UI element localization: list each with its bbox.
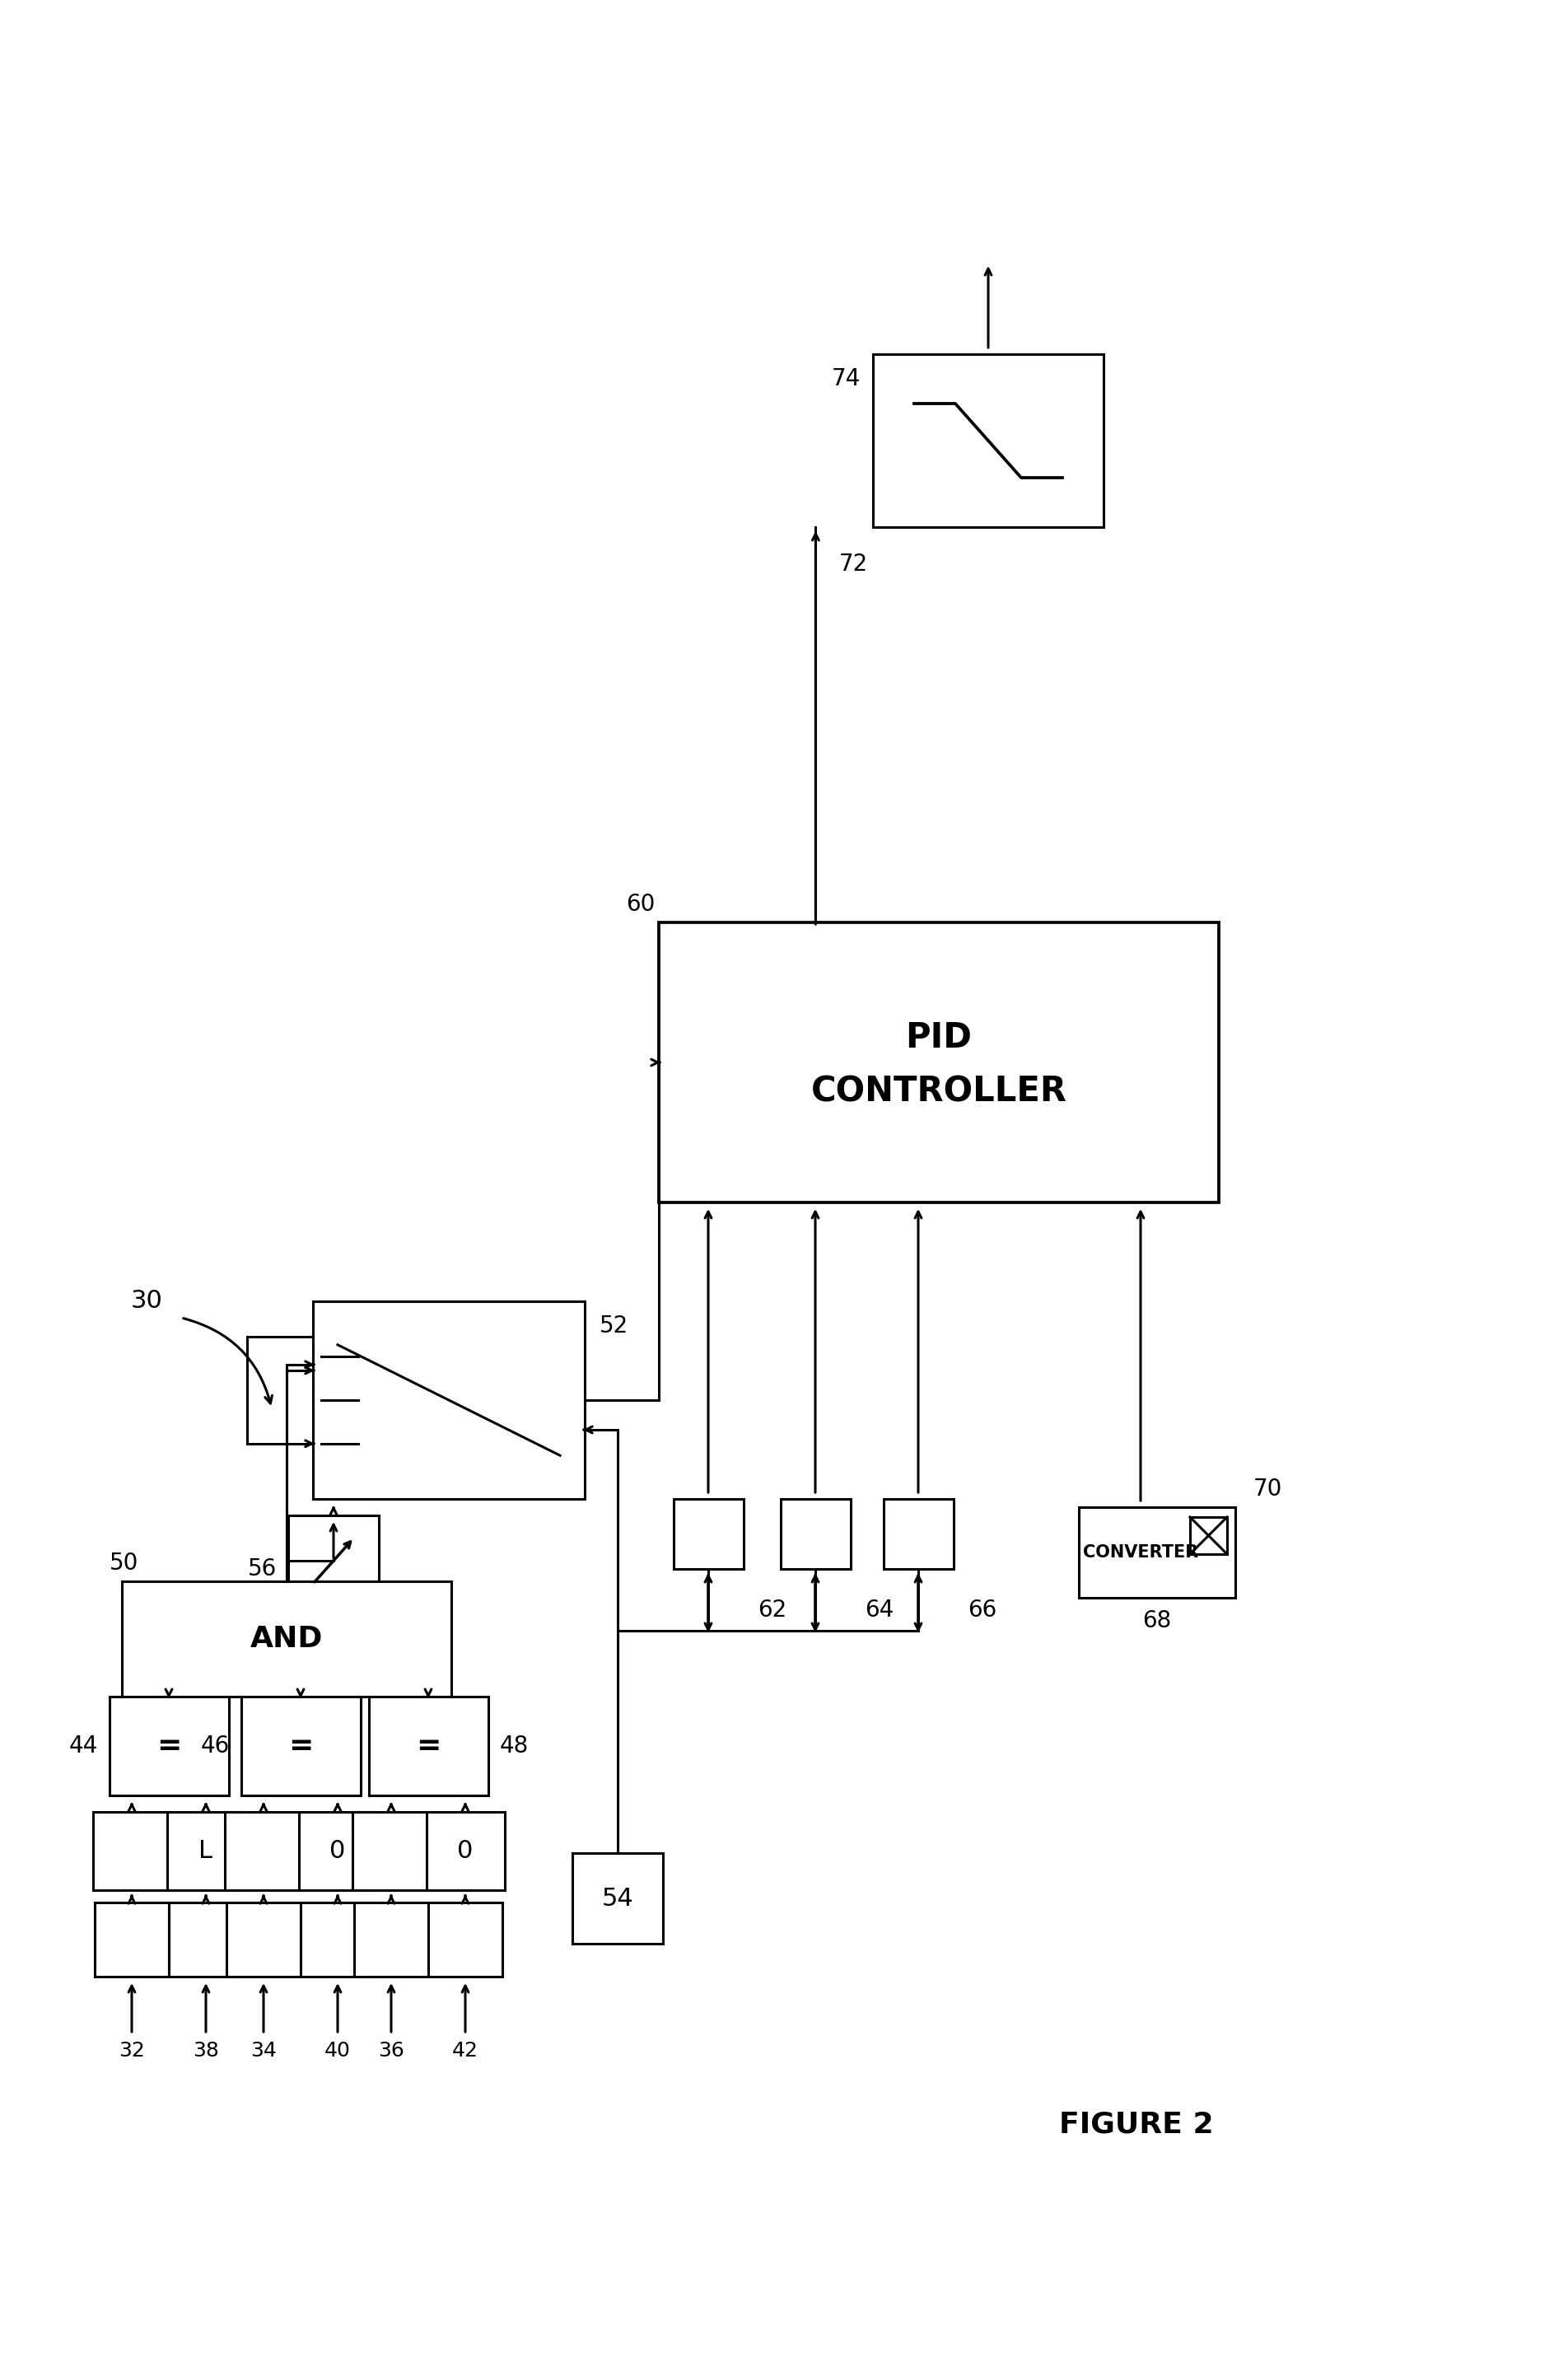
Text: CONTROLLER: CONTROLLER	[811, 1073, 1066, 1108]
Text: 54: 54	[602, 1887, 633, 1911]
Text: =: =	[157, 1732, 182, 1760]
Bar	[354, 1904, 428, 1977]
Text: =: =	[289, 1732, 314, 1760]
Bar	[298, 1812, 376, 1889]
Text: 0: 0	[329, 1840, 345, 1864]
Text: CONVERTER: CONVERTER	[1083, 1544, 1198, 1560]
FancyArrowPatch shape	[183, 1318, 273, 1402]
Bar	[674, 1499, 743, 1569]
Bar	[884, 1499, 953, 1569]
Text: 50: 50	[110, 1551, 138, 1574]
Text: 32: 32	[119, 2040, 144, 2061]
Text: 62: 62	[757, 1598, 787, 1621]
Text: 70: 70	[1253, 1478, 1283, 1501]
Bar	[1190, 1518, 1228, 1553]
Text: 34: 34	[251, 2040, 276, 2061]
Bar	[873, 355, 1104, 527]
Text: 42: 42	[452, 2040, 478, 2061]
Text: 66: 66	[967, 1598, 997, 1621]
Text: PID: PID	[906, 1021, 972, 1054]
Bar	[94, 1904, 169, 1977]
Text: L: L	[199, 1840, 213, 1864]
Bar	[426, 1812, 505, 1889]
Text: 30: 30	[130, 1289, 163, 1313]
Bar	[659, 922, 1218, 1202]
Text: 68: 68	[1143, 1609, 1171, 1633]
Bar	[1079, 1508, 1236, 1598]
Bar	[226, 1904, 301, 1977]
Text: 46: 46	[201, 1734, 229, 1758]
Bar	[166, 1812, 245, 1889]
Text: 52: 52	[599, 1315, 629, 1337]
Text: =: =	[416, 1732, 441, 1760]
Text: 40: 40	[325, 2040, 351, 2061]
Bar	[122, 1581, 452, 1697]
Bar	[314, 1301, 585, 1499]
Text: 74: 74	[831, 367, 861, 391]
Bar	[241, 1697, 361, 1795]
Text: 44: 44	[69, 1734, 97, 1758]
Bar	[224, 1812, 303, 1889]
Text: 64: 64	[864, 1598, 894, 1621]
Text: 48: 48	[500, 1734, 528, 1758]
Bar	[353, 1812, 430, 1889]
Bar	[93, 1812, 171, 1889]
Bar	[301, 1904, 375, 1977]
Text: 72: 72	[839, 553, 867, 576]
Text: 60: 60	[626, 892, 655, 915]
Bar	[572, 1854, 663, 1944]
Bar	[169, 1904, 243, 1977]
Text: 56: 56	[248, 1558, 276, 1581]
Bar	[781, 1499, 851, 1569]
Text: AND: AND	[251, 1626, 323, 1652]
Text: 36: 36	[378, 2040, 405, 2061]
Text: 0: 0	[458, 1840, 474, 1864]
Bar	[428, 1904, 502, 1977]
Bar	[289, 1515, 379, 1607]
Bar	[368, 1697, 488, 1795]
Text: 38: 38	[193, 2040, 220, 2061]
Text: FIGURE 2: FIGURE 2	[1060, 2111, 1214, 2139]
Bar	[110, 1697, 229, 1795]
